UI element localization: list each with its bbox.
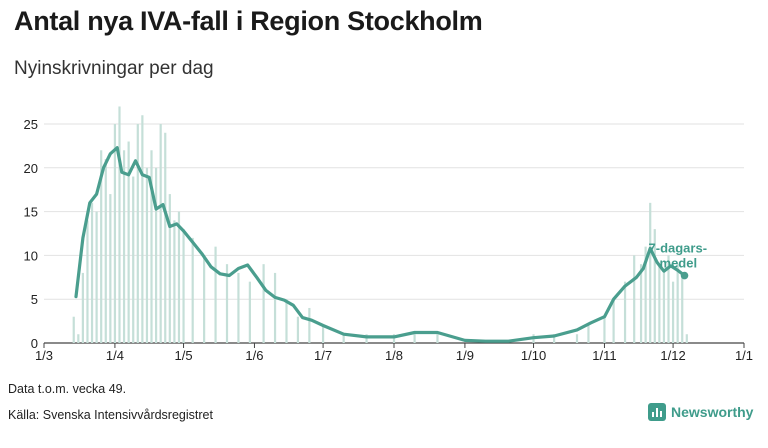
y-tick-label: 15 — [24, 205, 38, 220]
bar — [182, 229, 185, 343]
brand-name: Newsworthy — [671, 404, 754, 420]
bar — [237, 272, 240, 343]
y-tick-label: 0 — [31, 336, 38, 351]
x-tick-label: 1/4 — [106, 348, 124, 363]
x-tick-label: 1/3 — [35, 348, 53, 363]
bar — [671, 281, 675, 343]
bar — [159, 124, 162, 343]
bar — [676, 264, 679, 343]
bar — [104, 159, 107, 343]
bar — [285, 299, 288, 343]
bar — [122, 150, 126, 343]
bar — [587, 325, 590, 343]
data-source: Källa: Svenska Intensivvårdsregistret — [8, 408, 213, 422]
bar — [575, 334, 579, 343]
bar — [191, 237, 194, 343]
bar — [658, 264, 661, 343]
bar — [168, 194, 171, 343]
bar — [681, 272, 684, 343]
bar — [365, 334, 368, 343]
bar — [653, 229, 656, 343]
bar — [225, 264, 229, 343]
bar — [100, 150, 103, 343]
x-tick-label: 1/5 — [175, 348, 193, 363]
bar — [633, 255, 636, 343]
x-tick-label: 1/7 — [314, 348, 332, 363]
chart-subtitle: Nyinskrivningar per dag — [14, 58, 214, 79]
bar — [436, 334, 439, 343]
average-endpoint — [680, 271, 689, 280]
bar — [248, 281, 251, 343]
bar — [413, 334, 416, 343]
x-tick-label: 1/8 — [385, 348, 403, 363]
bar — [308, 307, 311, 343]
bar — [86, 220, 89, 343]
bar — [644, 246, 647, 343]
series-label: 7-dagars-medel — [649, 241, 708, 271]
bar — [321, 325, 325, 343]
chart-title: Antal nya IVA-fall i Region Stockholm — [14, 6, 483, 36]
bar — [177, 211, 181, 343]
bar — [553, 334, 556, 343]
bar — [342, 334, 345, 343]
bar — [623, 281, 627, 343]
y-tick-label: 20 — [24, 161, 38, 176]
bar — [90, 202, 94, 343]
y-tick-label: 10 — [24, 248, 38, 263]
bar — [262, 264, 265, 343]
bar — [273, 272, 277, 343]
axes: 0 5 10 15 20 25 1/3 1/4 1/5 1/6 1/7 1/8 1/9 1/10 1/11 1… — [24, 117, 754, 363]
x-tick-label: 1/12 — [660, 348, 685, 363]
y-tick-label: 5 — [31, 292, 38, 307]
bar — [136, 124, 139, 343]
bar — [81, 272, 84, 343]
bar — [127, 141, 130, 343]
average-line-group: 7-dagars-medel — [74, 146, 708, 343]
x-tick-label: 1/6 — [245, 348, 263, 363]
bar — [141, 115, 144, 344]
x-tick-label: 1/9 — [456, 348, 474, 363]
x-tick-label: 1/1 — [735, 348, 753, 363]
bar — [612, 299, 615, 343]
brand-logo: Newsworthy — [648, 403, 753, 421]
bar — [639, 264, 643, 343]
bar — [649, 202, 652, 343]
bar — [662, 272, 666, 343]
bar — [132, 176, 135, 343]
bar — [173, 220, 176, 343]
bar — [72, 316, 75, 343]
bar — [392, 334, 396, 343]
bar — [164, 132, 167, 343]
bar — [95, 211, 98, 343]
bar — [685, 334, 688, 343]
daily-bars — [72, 106, 688, 344]
bar — [77, 334, 80, 343]
bar-chart-icon — [648, 403, 666, 421]
bar — [109, 194, 112, 343]
bar — [203, 255, 206, 343]
bar — [113, 124, 117, 343]
bar — [145, 167, 149, 343]
x-tick-label: 1/10 — [521, 348, 546, 363]
bar — [603, 316, 606, 343]
bar — [667, 255, 670, 343]
y-tick-label: 25 — [24, 117, 38, 132]
x-tick-label: 1/11 — [592, 348, 616, 363]
bar — [154, 167, 158, 343]
bar — [118, 106, 121, 343]
data-note: Data t.o.m. vecka 49. — [8, 382, 127, 396]
bar — [296, 316, 300, 343]
average-line — [74, 146, 687, 343]
grid — [44, 123, 744, 344]
bar — [214, 246, 217, 343]
bar — [150, 150, 153, 343]
